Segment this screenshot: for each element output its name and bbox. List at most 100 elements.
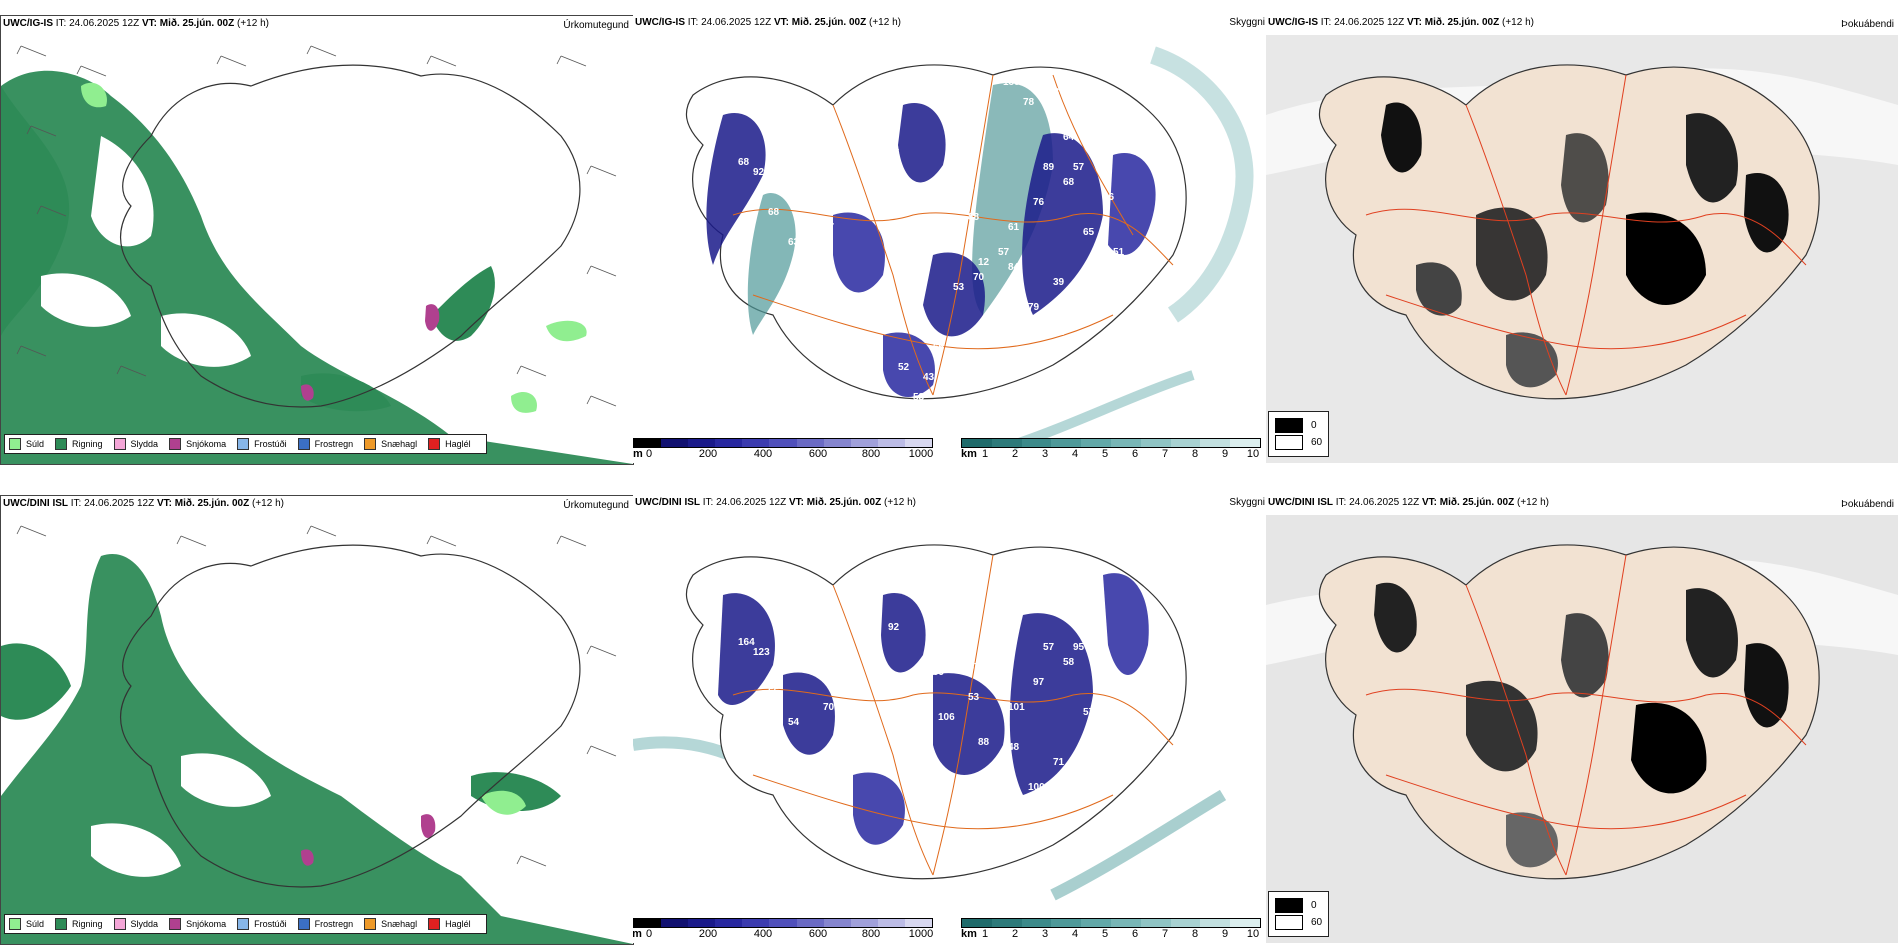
cloud-base-value: 76	[1033, 197, 1045, 208]
legend-label: Snæhagl	[381, 439, 418, 449]
legend-label: Snæhagl	[381, 919, 418, 929]
cloud-base-value: 57	[1083, 707, 1095, 718]
cloud-base-value: 50	[933, 187, 945, 198]
model-name: UWC/IG-IS	[3, 18, 53, 29]
legend-item: Rigning	[55, 438, 103, 450]
cloud-base-value: 84	[1008, 262, 1020, 273]
unit-label: km	[961, 928, 977, 940]
model-name: UWC/DINI ISL	[1268, 497, 1333, 508]
swatch-snow-pellets	[364, 438, 377, 450]
tick-label: 8	[1191, 928, 1199, 940]
precip-map	[1, 45, 633, 464]
tick-label: 6	[1131, 928, 1139, 940]
cloud-base-value: 82	[958, 622, 970, 633]
tick-label: 200	[698, 448, 718, 460]
tick-label: 6	[1131, 448, 1139, 460]
cloud-base-value: 69	[738, 62, 750, 73]
legend-item: Snjókoma	[169, 918, 226, 930]
fog-swatch-white	[1275, 915, 1303, 930]
panel-title: Skyggni	[1229, 497, 1265, 508]
precip-legend: Súld Rigning Slydda Snjókoma Frostúði Fr…	[4, 434, 487, 454]
init-time: IT: 24.06.2025 12Z	[1335, 497, 1420, 508]
legend-label: Súld	[26, 919, 45, 929]
tick-label: 400	[753, 928, 773, 940]
tick-label: 5	[1101, 928, 1109, 940]
swatch-drizzle	[9, 918, 21, 930]
legend-item: Súld	[9, 918, 44, 930]
swatch-snow-pellets	[364, 918, 377, 930]
cloud-base-value: 79	[938, 232, 950, 243]
fog-panel-row1: UWC/IG-IS IT: 24.06.2025 12Z VT: Mið. 25…	[1266, 15, 1898, 463]
tick-label: 1000	[908, 448, 934, 460]
cloud-base-value: 39	[1053, 277, 1065, 288]
ceiling-panel-row1: UWC/IG-IS IT: 24.06.2025 12Z VT: Mið. 25…	[633, 15, 1265, 463]
cloud-base-value: 123	[753, 647, 770, 658]
precip-type-panel-row1: UWC/IG-IS IT: 24.06.2025 12Z VT: Mið. 25…	[0, 15, 634, 465]
cloud-base-value: 68	[768, 207, 780, 218]
init-time: IT: 24.06.2025 12Z	[702, 497, 787, 508]
tick-label: 9	[1221, 928, 1229, 940]
visibility-colorbar: km 1 2 3 4 5 6 7 8 9 10	[961, 918, 1261, 941]
cloud-base-value: 69	[813, 657, 825, 668]
fog-legend-row: 0	[1275, 418, 1322, 433]
tick-label: 2	[1011, 928, 1019, 940]
cloud-base-value: 68	[738, 157, 750, 168]
fog-map	[1266, 35, 1898, 463]
cloud-base-value: 79	[1063, 612, 1075, 623]
cloud-base-value: 47	[1073, 297, 1085, 308]
cloud-base-value: 57	[1043, 642, 1055, 653]
swatch-rain	[55, 918, 68, 930]
cloud-base-value: 105	[738, 542, 755, 553]
cloud-base-colorbar: m 0 200 400 600 800 1000	[633, 438, 933, 461]
cloud-base-value: 59	[858, 317, 870, 328]
valid-time: VT: Mið. 25.jún. 00Z	[1406, 17, 1500, 28]
tick-label: 4	[1071, 928, 1079, 940]
cloud-base-value: 92	[888, 622, 900, 633]
model-name: UWC/DINI ISL	[3, 498, 68, 509]
cloud-base-value: 37	[758, 577, 770, 588]
swatch-freezing-rain	[297, 438, 310, 450]
tick-label: 400	[753, 448, 773, 460]
panel-header: UWC/DINI ISL IT: 24.06.2025 12Z VT: Mið.…	[635, 497, 916, 508]
visibility-ticks: km 1 2 3 4 5 6 7 8 9 10	[961, 448, 1261, 461]
legend-label: Rigning	[72, 919, 103, 929]
panel-header: UWC/IG-IS IT: 24.06.2025 12Z VT: Mið. 25…	[635, 17, 901, 28]
cloud-base-value: 12	[978, 257, 990, 268]
cloud-base-value: 79	[1028, 302, 1040, 313]
swatch-sleet	[113, 438, 126, 450]
lead-time: (+12 h)	[252, 498, 284, 509]
cloud-base-value: 97	[1033, 677, 1045, 688]
legend-item: Frostregn	[297, 918, 354, 930]
cloud-base-value: 63	[1023, 577, 1035, 588]
cloud-base-value: 53	[778, 122, 790, 133]
legend-label: Frostregn	[314, 919, 354, 929]
fog-swatch-black	[1275, 898, 1303, 913]
cloud-base-bar	[633, 438, 933, 448]
cloud-base-value: 54	[788, 717, 800, 728]
cloud-base-value: 53	[913, 392, 925, 403]
cloud-base-value: 111	[813, 177, 829, 188]
cloud-base-value: 92	[1053, 327, 1065, 338]
panel-header: UWC/DINI ISL IT: 24.06.2025 12Z VT: Mið.…	[3, 498, 284, 509]
tick-label: 1	[981, 928, 989, 940]
swatch-hail	[428, 918, 441, 930]
cloud-base-ticks: m 0 200 400 600 800 1000	[633, 448, 933, 461]
legend-label: Haglél	[445, 919, 471, 929]
swatch-freezing-drizzle	[237, 438, 250, 450]
legend-label: Snjókoma	[186, 439, 227, 449]
panel-header: UWC/IG-IS IT: 24.06.2025 12Z VT: Mið. 25…	[1268, 17, 1534, 28]
cloud-base-bar	[633, 918, 933, 928]
fog-panel-row2: UWC/DINI ISL IT: 24.06.2025 12Z VT: Mið.…	[1266, 495, 1898, 943]
cloud-base-value: 66	[1103, 192, 1115, 203]
swatch-snow	[169, 918, 182, 930]
legend-label: Súld	[26, 439, 45, 449]
cloud-base-value: 52	[898, 362, 910, 373]
valid-time: VT: Mið. 25.jún. 00Z	[788, 497, 882, 508]
cloud-base-value: 61	[888, 142, 900, 153]
tick-label: 5	[1101, 448, 1109, 460]
tick-label: 2	[1011, 448, 1019, 460]
init-time: IT: 24.06.2025 12Z	[687, 17, 772, 28]
cloud-base-value: 96	[883, 307, 895, 318]
init-time: IT: 24.06.2025 12Z	[55, 18, 140, 29]
